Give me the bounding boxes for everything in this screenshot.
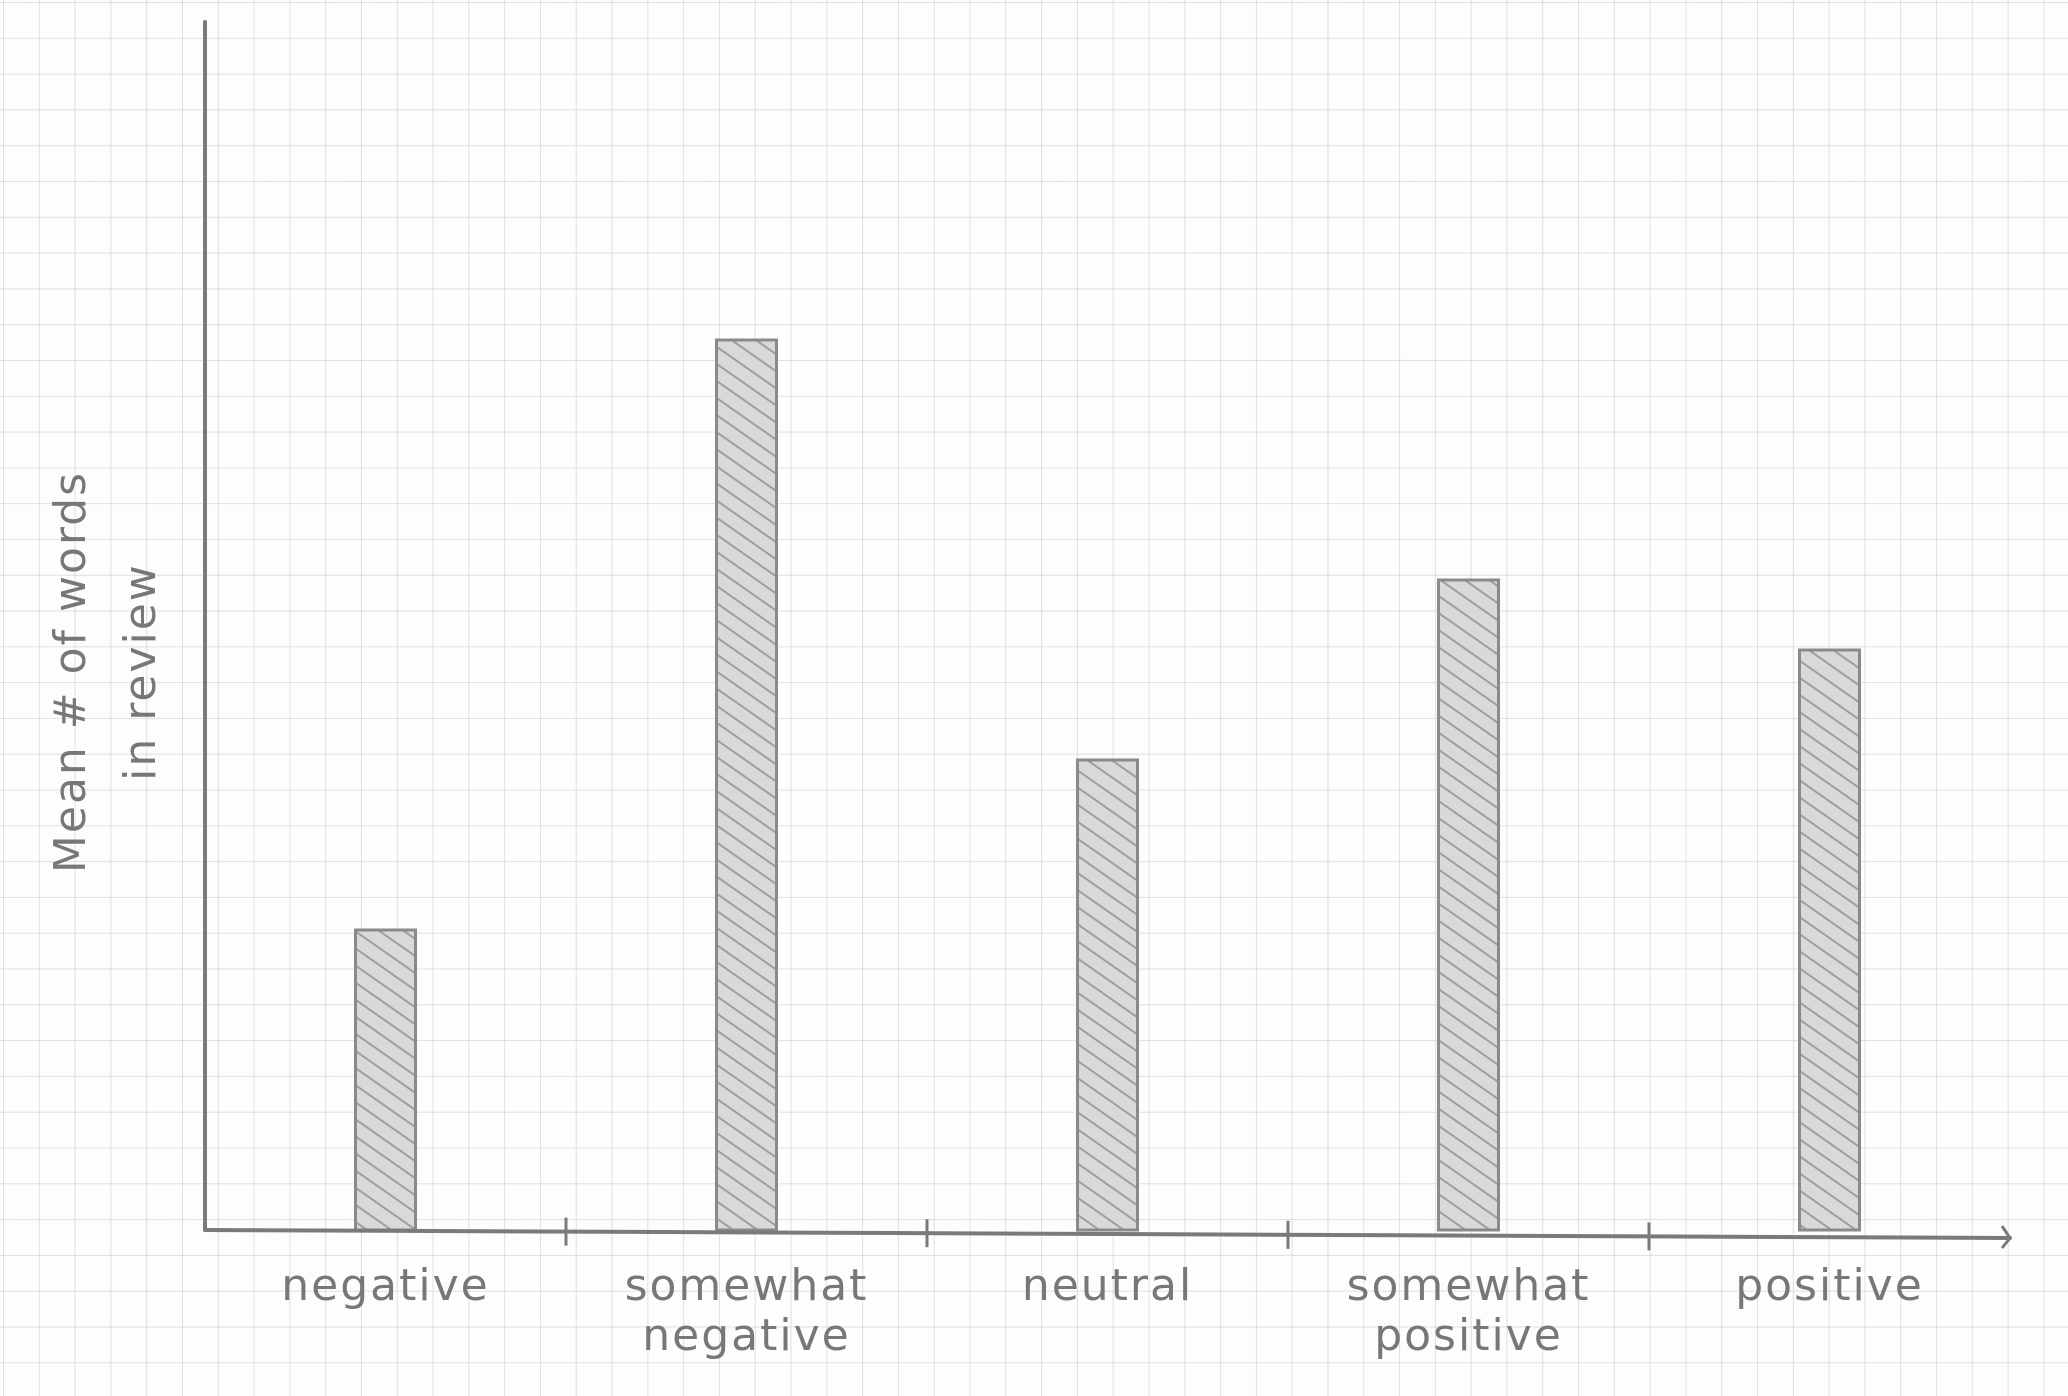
bar-3 <box>1076 758 1139 1232</box>
x-tick-label-1: negative <box>281 1260 489 1311</box>
y-axis-label-line-1: Mean # of words <box>45 471 96 873</box>
y-axis-label: Mean # of words in review <box>45 471 166 873</box>
bar-4 <box>1437 578 1500 1232</box>
bar-1 <box>354 928 417 1232</box>
x-tick-label-4-line-2: positive <box>1374 1310 1563 1361</box>
x-axis-arrowhead <box>2000 1225 2012 1249</box>
x-axis-ticks <box>564 1217 1651 1251</box>
axes <box>203 20 2012 1249</box>
x-tick-label-4-line-1: somewhat <box>1347 1260 1591 1311</box>
bars <box>354 338 1861 1232</box>
x-tick-label-2-line-1: somewhat <box>625 1260 869 1311</box>
bar-2 <box>715 338 778 1232</box>
bar-5 <box>1798 648 1861 1232</box>
x-axis-line <box>203 1228 2012 1240</box>
x-tick-label-2-line-2: negative <box>642 1310 850 1361</box>
x-tick-label-5: positive <box>1735 1260 1924 1311</box>
x-tick-label-3: neutral <box>1022 1260 1193 1311</box>
y-axis-label-line-2: in review <box>115 563 166 781</box>
